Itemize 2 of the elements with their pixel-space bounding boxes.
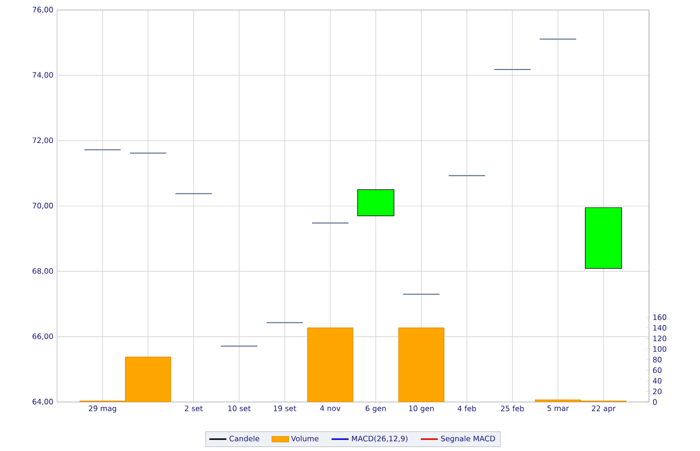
candlestick	[584, 207, 622, 269]
candlestick	[357, 189, 394, 216]
